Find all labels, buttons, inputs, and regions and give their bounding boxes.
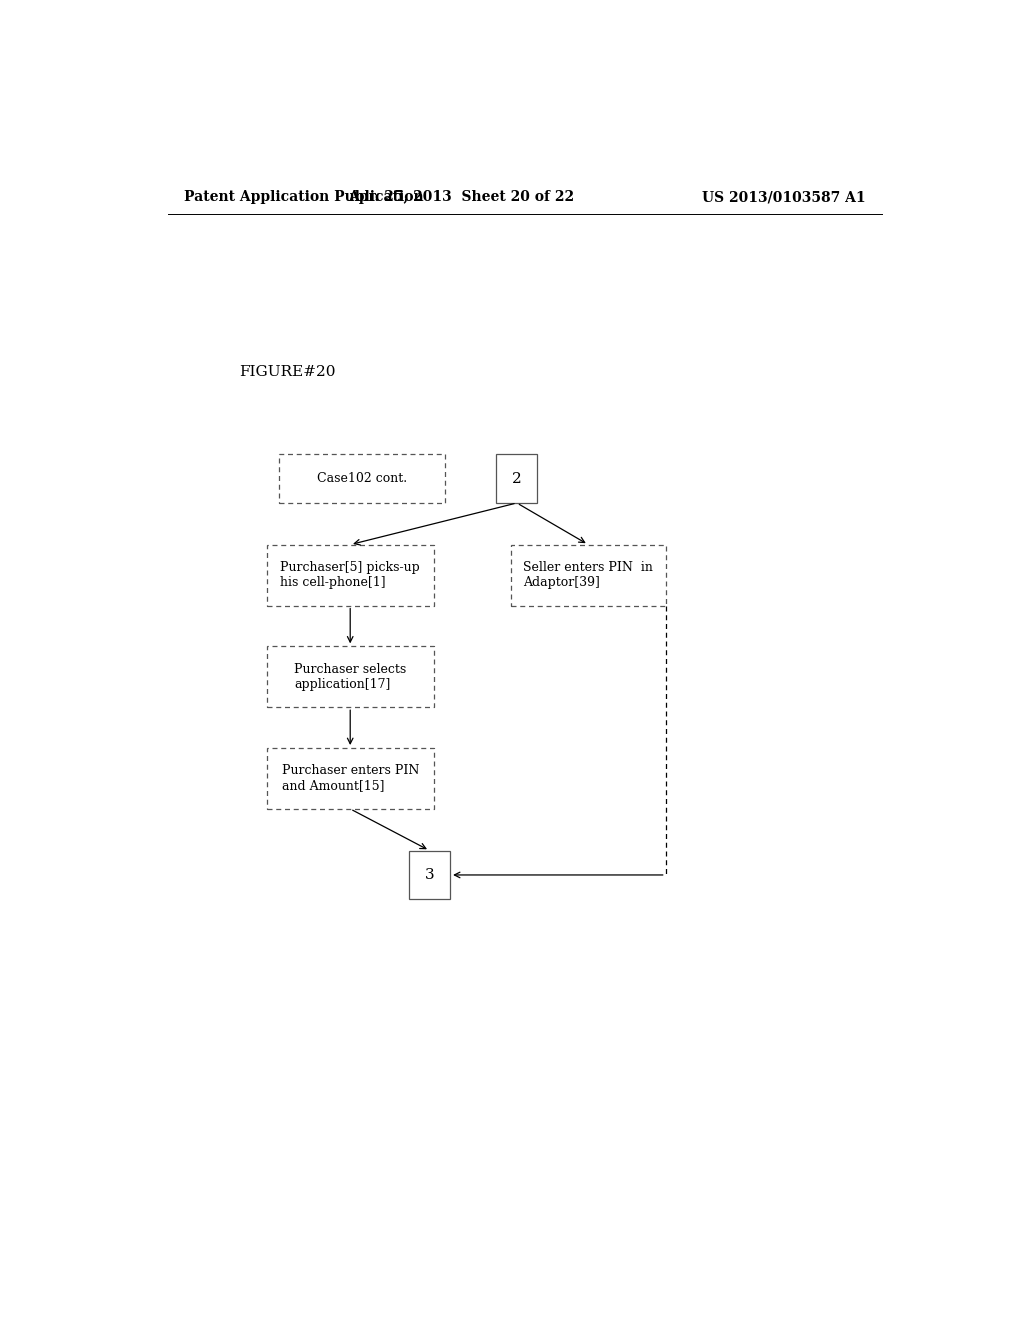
Bar (267, 647, 433, 708)
Text: Purchaser enters PIN
and Amount[15]: Purchaser enters PIN and Amount[15] (282, 764, 419, 792)
Bar (267, 545, 433, 606)
Bar (279, 454, 445, 503)
Text: Purchaser[5] picks-up
his cell-phone[1]: Purchaser[5] picks-up his cell-phone[1] (281, 561, 420, 589)
Bar (497, 454, 538, 503)
Text: Case102 cont.: Case102 cont. (317, 473, 408, 484)
Text: 3: 3 (425, 869, 434, 882)
Text: Apr. 25, 2013  Sheet 20 of 22: Apr. 25, 2013 Sheet 20 of 22 (348, 190, 574, 205)
Bar (267, 748, 433, 809)
Text: Patent Application Publication: Patent Application Publication (183, 190, 423, 205)
Bar (511, 545, 666, 606)
Text: 2: 2 (512, 471, 522, 486)
Bar (409, 850, 451, 899)
Text: Seller enters PIN  in
Adaptor[39]: Seller enters PIN in Adaptor[39] (523, 561, 653, 589)
Text: Purchaser selects
application[17]: Purchaser selects application[17] (294, 663, 407, 690)
Text: US 2013/0103587 A1: US 2013/0103587 A1 (702, 190, 866, 205)
Text: FIGURE#20: FIGURE#20 (240, 364, 336, 379)
